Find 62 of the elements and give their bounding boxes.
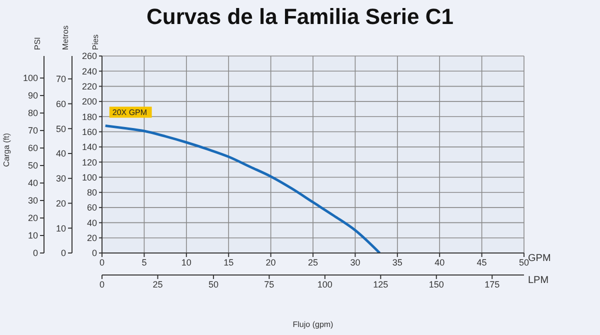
x2-axis-title: LPM	[528, 275, 549, 286]
x-tick-label: 45	[476, 257, 487, 268]
y2-tick-label: 70	[28, 126, 38, 136]
y2-tick-label: 100	[22, 73, 38, 84]
x2-tick-label: 125	[373, 279, 388, 290]
x2-tick-label: 50	[208, 279, 218, 290]
x2-tick-label: 150	[428, 279, 444, 290]
y2-tick-label: 20	[28, 213, 38, 224]
y2-tick-label: 0	[32, 248, 38, 258]
x-tick-label: 30	[350, 257, 360, 268]
x2-tick-label: 175	[484, 279, 500, 290]
y-tick-label: 260	[82, 51, 97, 62]
y-tick-label: 0	[92, 248, 97, 258]
y2-tick-label: 50	[28, 160, 38, 171]
y-tick-label: 40	[86, 218, 97, 228]
text: GPM	[528, 253, 551, 264]
y-tick-label: 180	[82, 112, 97, 122]
y-tick-label: 160	[82, 126, 97, 137]
y3-axis-title: Metros	[61, 26, 70, 50]
y2-tick-label: 80	[28, 108, 38, 118]
x-tick-label: 0	[99, 257, 105, 268]
x2-tick-label: 100	[317, 279, 332, 290]
x-tick-label: 10	[181, 257, 192, 268]
x-tick-label: 25	[308, 257, 318, 268]
chart-title: Curvas de la Familia Serie C1	[146, 4, 454, 29]
text: Carga (ft)	[2, 133, 11, 167]
y3-tick-label: 30	[56, 174, 66, 184]
y-tick-label: 80	[86, 188, 97, 198]
x-tick-label: 40	[434, 257, 445, 268]
x-tick-label: 50	[518, 257, 530, 268]
line-series	[104, 124, 381, 253]
y3-tick-label: 40	[56, 148, 66, 159]
x2-tick-label: 75	[264, 279, 274, 290]
y3-tick-label: 50	[56, 124, 66, 134]
x2-tick-label: 0	[99, 279, 105, 290]
x-axis-title: Flujo (gpm)	[292, 320, 334, 329]
y2-tick-label: 30	[28, 196, 38, 206]
y-tick-label: 120	[82, 157, 97, 168]
y2-tick-label: 10	[28, 230, 38, 241]
x-tick-label: 20	[266, 257, 276, 268]
y-tick-label: 140	[82, 142, 97, 152]
y-tick-label: 20	[86, 233, 97, 244]
y3-tick-label: 20	[56, 198, 66, 208]
y2-tick-label: 40	[28, 178, 38, 188]
y3-tick-label: 10	[56, 223, 66, 234]
x-tick-label: 15	[224, 257, 234, 268]
y-tick-label: 240	[82, 66, 97, 76]
y2-axis-title: PSI	[33, 37, 42, 50]
y3-tick-label: 60	[56, 98, 66, 109]
y3-tick-label: 70	[56, 74, 66, 84]
y-tick-label: 220	[82, 82, 97, 92]
x-tick-label: 35	[392, 257, 402, 268]
y-axis-title: Pies	[91, 34, 100, 50]
series-label: 20X GPM	[112, 108, 148, 118]
y2-tick-label: 90	[28, 90, 38, 101]
y2-tick-label: 60	[28, 143, 38, 154]
y3-tick-label: 0	[60, 248, 66, 258]
y-tick-label: 200	[82, 96, 97, 107]
y-tick-label: 100	[82, 172, 97, 182]
x2-tick-label: 25	[152, 279, 163, 290]
y-tick-label: 60	[86, 202, 97, 213]
x-tick-label: 5	[142, 257, 147, 268]
